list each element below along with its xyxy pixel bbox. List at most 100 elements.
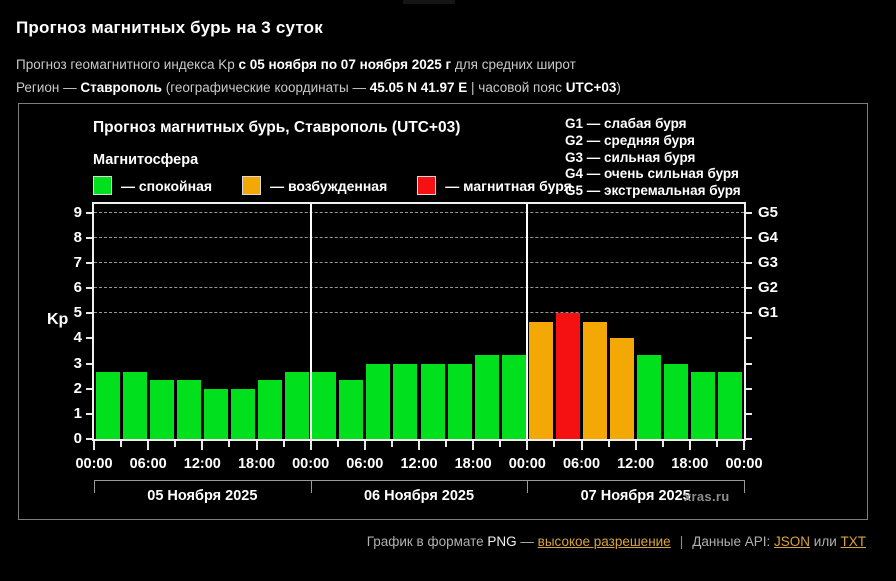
kp-bar [718,371,743,439]
day-separator [526,204,529,439]
x-tick [743,441,745,450]
x-tick [174,441,177,447]
x-axis-label: 18:00 [237,456,276,472]
y-tick-left [86,438,92,440]
subtitle-text-2: для средних широт [451,57,576,72]
kp-bar [447,363,472,439]
y-tick-right [746,412,752,415]
legend-item-excited: — возбужденная [242,176,387,195]
x-tick [661,441,664,447]
kp-bar [528,321,553,439]
gridline-kp-7 [94,262,744,264]
g-legend-line-5: G5 — экстремальная буря [565,183,741,199]
y-tick-right [746,211,752,214]
y-tick-right [746,287,752,290]
x-tick [445,441,448,447]
x-tick [93,441,95,450]
legend-swatch-excited [242,176,262,195]
kp-bar [420,363,445,439]
x-axis-label: 18:00 [454,456,492,472]
subtitle-text: Прогноз геомагнитного индекса Kp [16,57,239,72]
x-tick [309,441,312,450]
y-axis-label-0: 0 [73,430,82,447]
y-axis-label-6: 6 [73,279,82,297]
coords-label: (географические координаты — [161,80,370,95]
x-tick [390,441,393,447]
high-resolution-link[interactable]: высокое разрешение [537,534,671,549]
footer-links: График в формате PNG — высокое разрешени… [367,534,866,549]
json-api-link[interactable]: JSON [774,534,811,549]
x-axis-label: 12:00 [617,456,655,472]
x-axis-label: 06:00 [346,456,384,472]
date-band-tick [527,480,529,493]
x-tick [607,441,610,447]
y-tick-right [746,262,752,265]
right-axis-label-G4: G4 [758,228,779,246]
kp-bar [501,355,526,439]
y-tick-left [86,387,92,390]
x-tick [688,441,691,450]
x-tick [715,441,718,447]
date-label-day-3: 07 Ноября 2025 [580,488,691,504]
y-axis-label-1: 1 [73,404,82,422]
g-legend-line-4: G4 — очень сильная буря [565,166,739,182]
region-label: Регион — [16,80,81,95]
kp-bar [555,313,580,439]
footer-or: или [810,534,841,549]
legend-label-storm: — магнитная буря [445,177,572,194]
date-band-tick [94,480,95,493]
x-tick [201,441,204,450]
kp-bar [691,371,716,439]
kp-bar [312,371,337,439]
gridline-kp-8 [94,236,744,238]
coords-value: 45.05 N 41.97 E [369,80,468,95]
legend-item-storm: — магнитная буря [417,176,572,195]
x-axis-label: 12:00 [400,456,438,472]
date-band-tick [744,480,745,493]
magnetosphere-legend: — спокойная — возбужденная — магнитная бур… [93,176,602,195]
watermark: xras.ru [684,489,730,504]
chart-title: Прогноз магнитных бурь, Ставрополь (UTC+… [93,119,461,136]
x-tick [336,441,339,447]
x-axis-label: 18:00 [671,456,709,472]
kp-bar [583,321,608,439]
page-title: Прогноз магнитных бурь на 3 суток [16,18,323,37]
timezone-value: UTC+03 [565,80,617,95]
region-name: Ставрополь [80,80,162,95]
txt-api-link[interactable]: TXT [840,534,867,549]
footer-divider: | [679,534,684,549]
region-line: Регион — Ставрополь (географические коор… [16,80,621,95]
g-legend-line-1: G1 — слабая буря [565,116,687,131]
cutoff-element-artifact [403,0,455,4]
legend-label-excited: — возбужденная [270,177,388,194]
y-tick-right [746,438,752,440]
date-band-line [94,480,744,481]
y-tick-left [86,287,92,290]
y-tick-left [86,262,92,265]
x-axis-label: 06:00 [562,456,601,472]
legend-label-quiet: — спокойная [121,177,213,194]
y-axis-title: Kp [47,310,69,328]
timezone-label: | часовой пояс [467,80,566,95]
y-axis-label-9: 9 [73,203,82,221]
plot-border [92,202,746,441]
x-axis-label: 00:00 [75,456,113,472]
x-tick [526,441,529,450]
x-tick [363,441,366,450]
y-tick-right [746,362,752,365]
kp-bar [258,380,283,439]
y-axis-label-4: 4 [73,329,82,347]
x-axis-label: 00:00 [292,456,330,472]
x-tick [553,441,556,447]
right-axis-label-G1: G1 [758,304,779,322]
y-axis-label-3: 3 [73,354,82,372]
x-axis-label: 00:00 [508,456,546,472]
x-axis-label: 00:00 [725,456,763,472]
g-scale-legend: G1 — слабая буря G2 — средняя буря G3 — си… [565,116,741,200]
kp-bar [285,371,310,439]
y-tick-left [86,362,92,365]
api-data-label: Данные API: [692,534,775,549]
kp-bar [176,380,201,439]
footer-text: График в формате [366,534,488,549]
y-axis-label-8: 8 [73,228,82,246]
